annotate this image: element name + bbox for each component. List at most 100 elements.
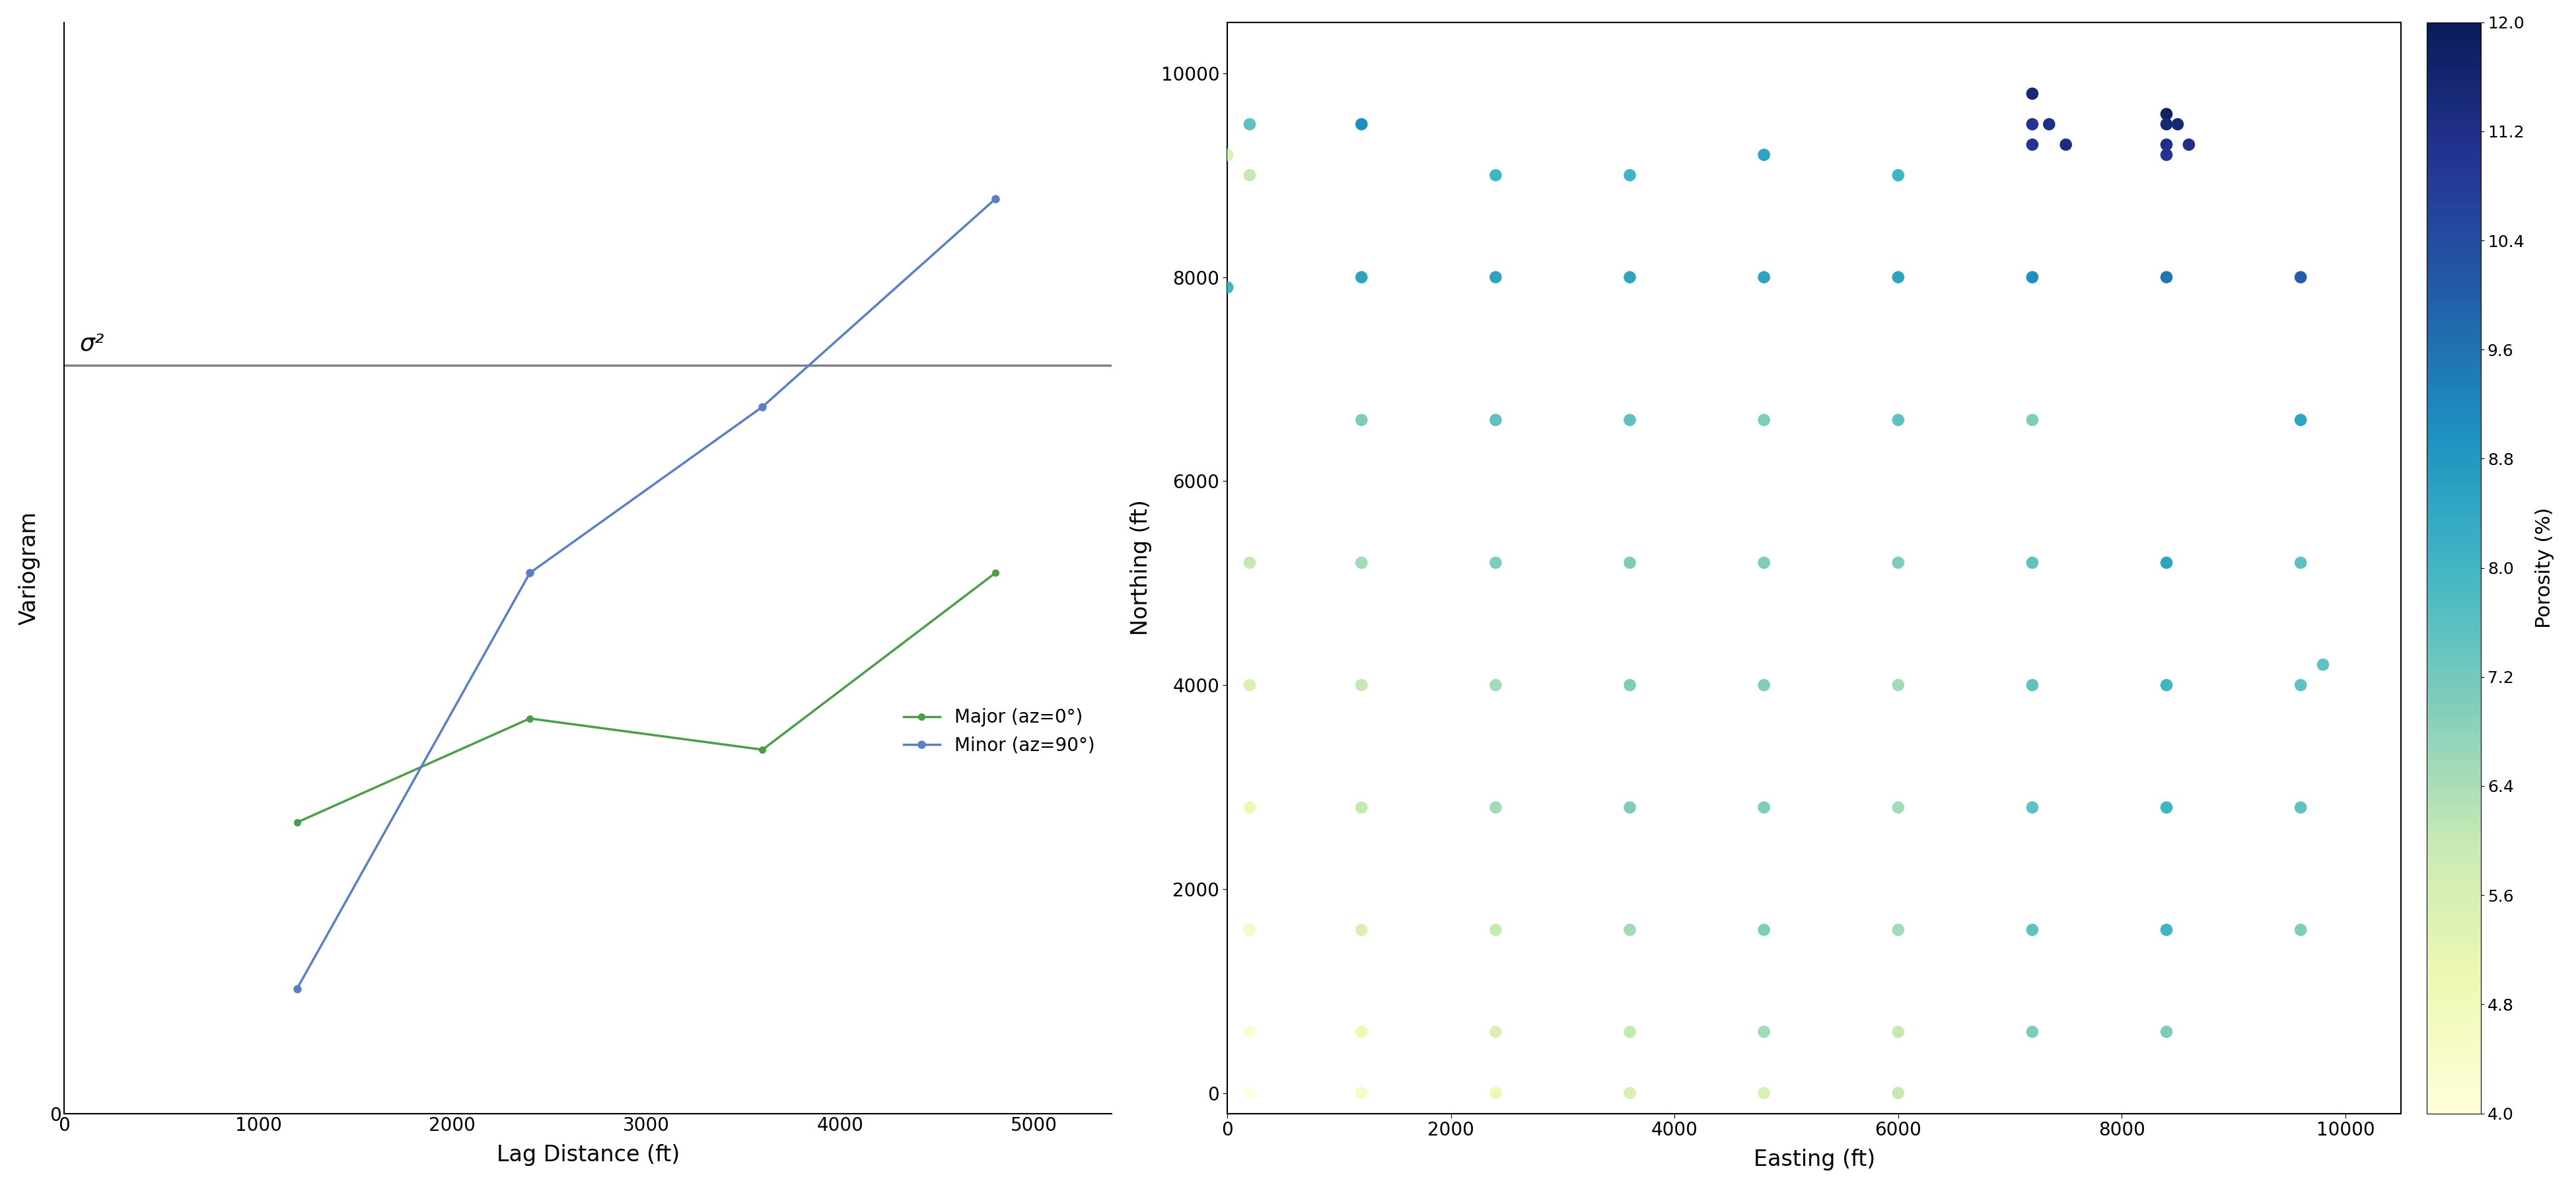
Point	[1610, 268, 1651, 287]
Point	[2146, 798, 2187, 817]
Point	[1878, 268, 1919, 287]
Major (az=0°)	[515, 711, 546, 725]
Minor (az=90°)	[747, 400, 778, 414]
Major (az=0°)	[281, 816, 312, 830]
Point	[1342, 410, 1383, 429]
Major (az=0°)	[747, 743, 778, 757]
Point	[1744, 553, 1785, 572]
Point	[2012, 675, 2053, 694]
Text: σ²: σ²	[80, 333, 106, 354]
Point	[1878, 920, 1919, 939]
Point	[1878, 410, 1919, 429]
Point	[2012, 84, 2053, 103]
Point	[1744, 1083, 1785, 1102]
Point	[2146, 553, 2187, 572]
Point	[1744, 268, 1785, 287]
Point	[1476, 920, 1517, 939]
Point	[1229, 114, 1270, 133]
Point	[1878, 1083, 1919, 1102]
Point	[1744, 1023, 1785, 1042]
Legend: Major (az=0°), Minor (az=90°): Major (az=0°), Minor (az=90°)	[896, 702, 1103, 762]
Point	[1206, 145, 1247, 164]
Point	[1476, 1083, 1517, 1102]
Point	[1342, 920, 1383, 939]
Point	[1744, 920, 1785, 939]
Point	[1229, 675, 1270, 694]
Point	[1476, 798, 1517, 817]
Point	[1610, 920, 1651, 939]
Point	[1342, 114, 1383, 133]
Point	[2146, 145, 2187, 164]
Point	[2012, 136, 2053, 155]
Point	[1610, 1083, 1651, 1102]
Point	[2146, 675, 2187, 694]
Point	[2169, 136, 2210, 155]
Point	[1342, 1023, 1383, 1042]
Point	[2146, 136, 2187, 155]
Point	[1878, 1023, 1919, 1042]
Point	[2146, 920, 2187, 939]
Point	[1610, 798, 1651, 817]
Line: Minor (az=90°): Minor (az=90°)	[294, 195, 999, 993]
Point	[2156, 114, 2197, 133]
Point	[2280, 410, 2321, 429]
Y-axis label: Variogram: Variogram	[18, 511, 41, 624]
Point	[1878, 675, 1919, 694]
Point	[1610, 553, 1651, 572]
Point	[2146, 268, 2187, 287]
Point	[1229, 165, 1270, 184]
Point	[1229, 920, 1270, 939]
Point	[1744, 675, 1785, 694]
Y-axis label: Northing (ft): Northing (ft)	[1131, 499, 1151, 636]
Point	[1610, 410, 1651, 429]
Major (az=0°)	[979, 566, 1010, 580]
Point	[1610, 675, 1651, 694]
Point	[1229, 553, 1270, 572]
Point	[1206, 278, 1247, 297]
Point	[1476, 165, 1517, 184]
Point	[1610, 1023, 1651, 1042]
Point	[2280, 268, 2321, 287]
Point	[1342, 268, 1383, 287]
Point	[1610, 165, 1651, 184]
Point	[1878, 798, 1919, 817]
Point	[1878, 553, 1919, 572]
Point	[2146, 1023, 2187, 1042]
Point	[1342, 553, 1383, 572]
Minor (az=90°)	[281, 982, 312, 996]
Point	[2303, 655, 2344, 674]
Minor (az=90°)	[979, 191, 1010, 206]
Point	[2012, 114, 2053, 133]
Point	[2027, 114, 2069, 133]
Point	[2280, 675, 2321, 694]
Y-axis label: Porosity (%): Porosity (%)	[2535, 508, 2555, 628]
Point	[1476, 553, 1517, 572]
Point	[2012, 798, 2053, 817]
Point	[1744, 145, 1785, 164]
Point	[2012, 920, 2053, 939]
Point	[2146, 114, 2187, 133]
X-axis label: Lag Distance (ft): Lag Distance (ft)	[497, 1144, 680, 1166]
Point	[1476, 1023, 1517, 1042]
Point	[1229, 798, 1270, 817]
Point	[1229, 1083, 1270, 1102]
Point	[2146, 105, 2187, 124]
Point	[1342, 798, 1383, 817]
Point	[2280, 798, 2321, 817]
Line: Major (az=0°): Major (az=0°)	[294, 570, 999, 825]
Point	[2045, 136, 2087, 155]
Point	[2280, 553, 2321, 572]
Point	[1342, 675, 1383, 694]
Point	[1878, 165, 1919, 184]
Point	[2012, 410, 2053, 429]
Point	[1476, 675, 1517, 694]
Point	[1229, 1023, 1270, 1042]
Point	[1744, 410, 1785, 429]
Minor (az=90°)	[515, 566, 546, 580]
Point	[2012, 268, 2053, 287]
Point	[1744, 798, 1785, 817]
Point	[1476, 410, 1517, 429]
Point	[2012, 553, 2053, 572]
Point	[2012, 1023, 2053, 1042]
Point	[2280, 920, 2321, 939]
